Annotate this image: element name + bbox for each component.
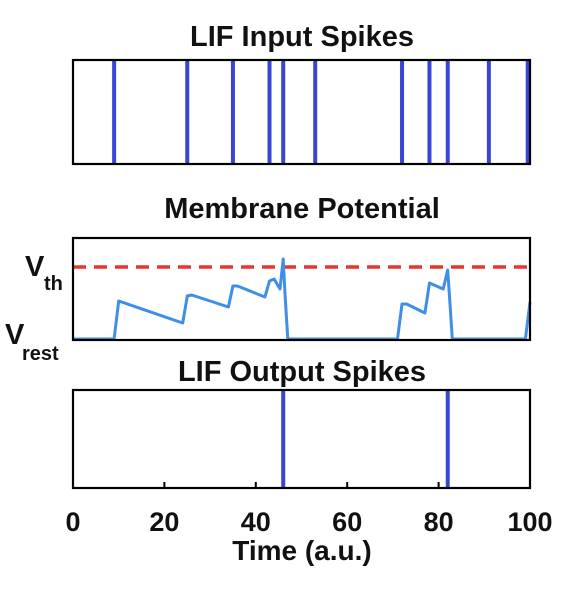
membrane-potential-line xyxy=(73,257,532,341)
x-tick-label: 0 xyxy=(65,507,80,537)
x-axis-ticks: 0 20 40 60 80 100 xyxy=(65,482,553,537)
v-threshold-tick-label: V th xyxy=(25,251,63,295)
output-spikes-title: LIF Output Spikes xyxy=(178,356,426,388)
input-spikes-panel: LIF Input Spikes xyxy=(71,21,532,166)
x-tick-label: 60 xyxy=(332,507,362,537)
x-axis-label: Time (a.u.) xyxy=(232,535,372,566)
input-spikes-frame xyxy=(71,58,532,166)
output-spike-group xyxy=(281,391,450,487)
input-spike-group xyxy=(112,61,530,163)
x-tick-label: 20 xyxy=(149,507,179,537)
x-tick-label: 40 xyxy=(241,507,271,537)
v-rest-sub: rest xyxy=(22,343,59,365)
x-tick-label: 100 xyxy=(507,507,552,537)
v-rest-main: V xyxy=(5,319,25,351)
membrane-potential-frame xyxy=(71,236,532,342)
v-threshold-sub: th xyxy=(44,273,63,295)
output-spikes-frame xyxy=(71,388,532,490)
v-rest-tick-label: V rest xyxy=(5,319,59,365)
input-spikes-title: LIF Input Spikes xyxy=(190,21,414,53)
x-tick-label: 80 xyxy=(424,507,454,537)
output-spikes-panel: LIF Output Spikes 0 20 40 60 80 100 Time (a.u… xyxy=(65,356,552,566)
v-threshold-main: V xyxy=(25,251,45,283)
membrane-potential-title: Membrane Potential xyxy=(164,193,440,225)
membrane-potential-panel: Membrane Potential V th V rest xyxy=(5,193,532,365)
